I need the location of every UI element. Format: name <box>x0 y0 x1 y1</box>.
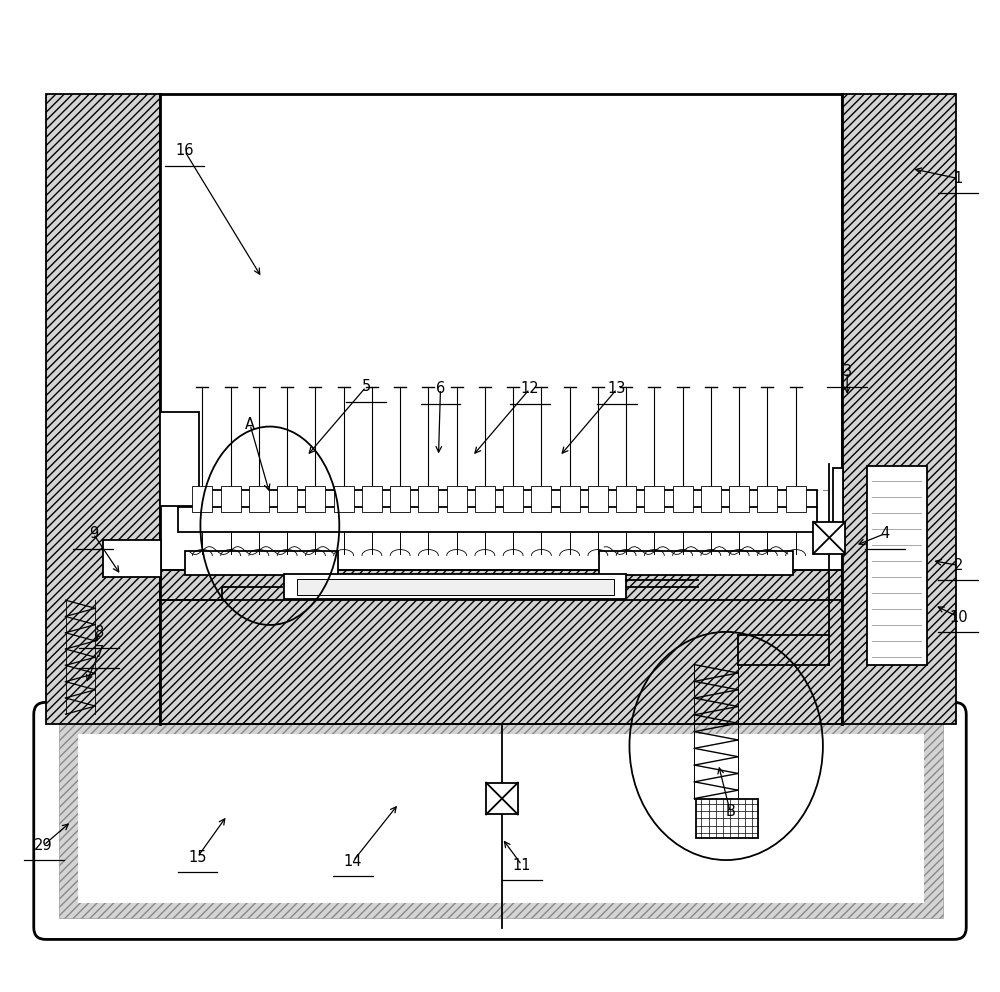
Bar <box>297 579 614 595</box>
Bar <box>531 486 551 512</box>
Bar <box>475 486 495 512</box>
Bar <box>701 486 721 512</box>
Bar <box>249 486 269 512</box>
Bar <box>178 507 817 532</box>
Bar <box>284 574 626 599</box>
Text: 11: 11 <box>513 857 531 873</box>
Bar <box>599 551 793 575</box>
Bar <box>160 94 842 724</box>
Text: 10: 10 <box>949 609 968 625</box>
Text: 13: 13 <box>608 381 626 397</box>
Bar <box>503 486 523 512</box>
Text: 7: 7 <box>95 645 104 661</box>
Bar <box>221 486 241 512</box>
Text: 1: 1 <box>954 171 963 186</box>
Bar <box>334 486 354 512</box>
Bar <box>616 486 636 512</box>
Bar <box>160 412 199 506</box>
Bar <box>757 486 777 512</box>
Bar <box>103 540 161 577</box>
Bar <box>59 724 943 918</box>
Bar <box>185 551 338 575</box>
Text: 15: 15 <box>188 849 207 865</box>
Bar <box>588 486 608 512</box>
Text: 4: 4 <box>880 526 890 542</box>
Bar <box>729 486 749 512</box>
Text: 29: 29 <box>34 837 53 853</box>
Text: 9: 9 <box>89 526 98 542</box>
Bar <box>673 486 693 512</box>
Bar <box>78 734 924 903</box>
FancyBboxPatch shape <box>34 702 966 939</box>
Bar <box>46 94 160 724</box>
Bar <box>696 799 758 838</box>
Bar <box>644 486 664 512</box>
Bar <box>867 466 927 665</box>
Bar <box>305 486 325 512</box>
Bar <box>786 486 806 512</box>
Text: 5: 5 <box>361 379 371 395</box>
Bar <box>192 486 212 512</box>
Text: 2: 2 <box>954 558 963 573</box>
Text: 14: 14 <box>344 853 362 869</box>
Bar <box>447 486 467 512</box>
Bar <box>362 486 382 512</box>
Text: A: A <box>245 417 255 433</box>
Bar <box>833 468 843 528</box>
Bar <box>277 486 297 512</box>
Bar <box>813 522 845 554</box>
Bar <box>486 783 518 814</box>
Text: 8: 8 <box>95 625 104 641</box>
Bar <box>178 490 817 508</box>
Text: 3: 3 <box>843 364 852 380</box>
Bar <box>560 486 580 512</box>
Bar <box>842 94 956 724</box>
Text: B: B <box>725 804 735 819</box>
Bar <box>160 570 842 724</box>
Text: 16: 16 <box>175 143 194 159</box>
Text: 6: 6 <box>436 381 445 397</box>
Bar <box>418 486 438 512</box>
Text: 12: 12 <box>520 381 539 397</box>
Bar <box>390 486 410 512</box>
